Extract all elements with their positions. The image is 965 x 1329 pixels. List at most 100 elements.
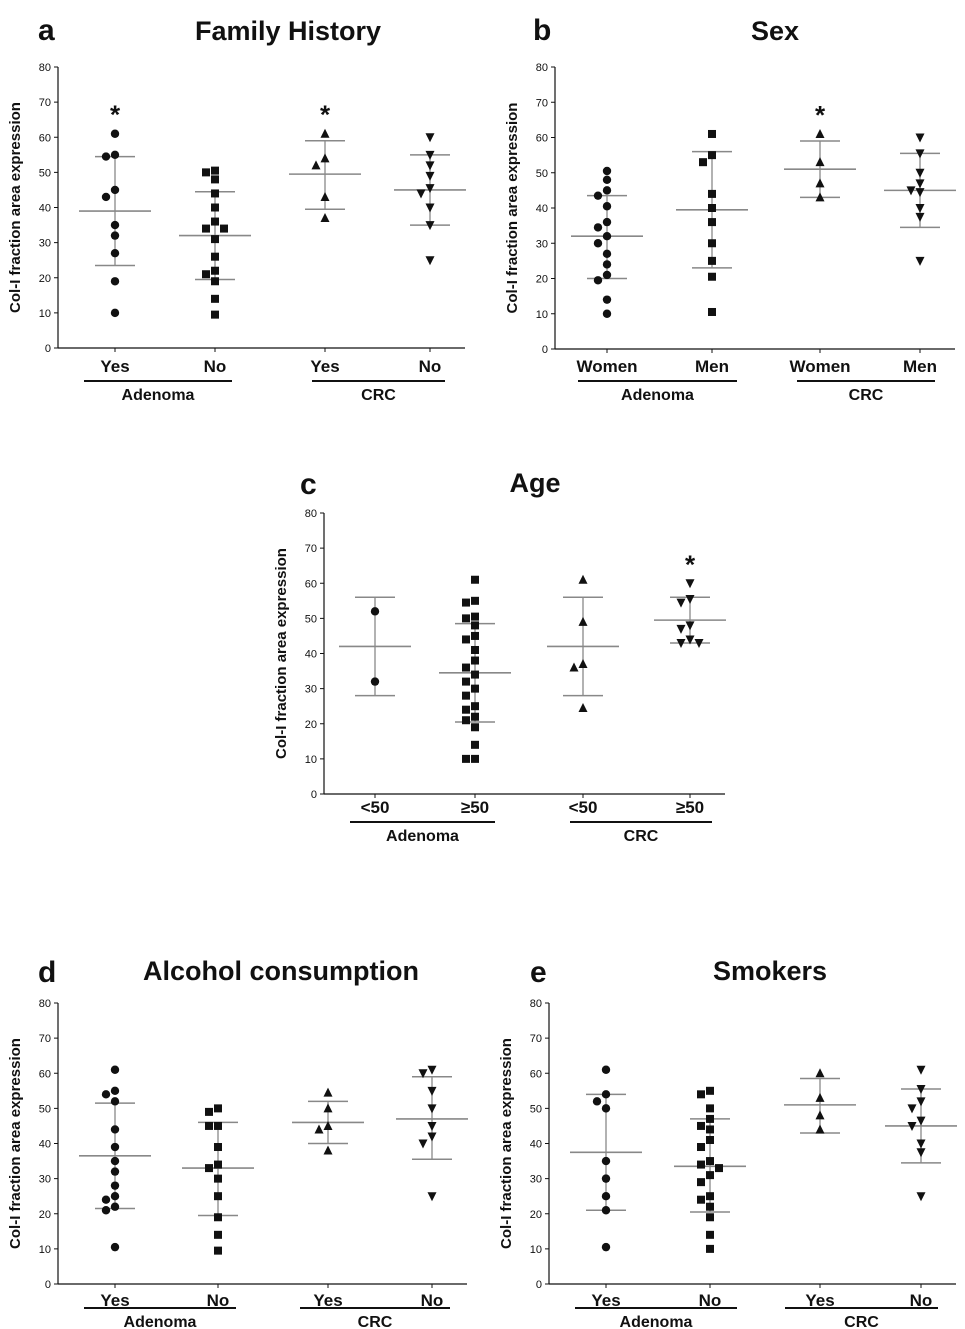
data-point [101, 1206, 111, 1215]
data-point [211, 203, 219, 212]
data-point [915, 133, 925, 143]
x-category-label: Yes [310, 357, 339, 376]
data-point [323, 1145, 333, 1155]
y-tick-label: 80 [39, 62, 51, 74]
y-tick-label: 60 [530, 1068, 542, 1080]
data-point [697, 1195, 705, 1204]
data-point [202, 224, 210, 233]
y-tick-label: 70 [536, 97, 548, 109]
data-point [425, 203, 435, 213]
data-point [471, 702, 479, 711]
x-category-label: Men [903, 357, 937, 376]
data-point [416, 189, 426, 199]
y-axis-label: Col-I fraction area expression [504, 103, 521, 314]
data-point [697, 1160, 705, 1169]
data-point [601, 1206, 611, 1215]
data-point [578, 574, 588, 584]
data-point [471, 754, 479, 763]
series-3: * [289, 100, 361, 223]
data-point [815, 178, 825, 188]
data-point [110, 248, 120, 258]
x-category-label: <50 [569, 798, 598, 817]
panel-title: Age [509, 468, 560, 498]
data-point [205, 1121, 213, 1130]
data-point [214, 1174, 222, 1183]
data-point [578, 616, 588, 626]
data-point [214, 1160, 222, 1169]
data-point [601, 1065, 611, 1074]
data-point [462, 691, 470, 700]
data-point [916, 1097, 926, 1107]
data-point [110, 277, 120, 286]
data-point [685, 635, 695, 645]
data-point [602, 186, 612, 195]
y-tick-label: 50 [530, 1103, 542, 1115]
data-point [916, 1139, 926, 1149]
group-label: CRC [358, 1314, 393, 1329]
data-point [815, 1124, 825, 1134]
panel-c: c Age 0 10 20 30 40 50 60 70 80 Col-I fraction area… [273, 468, 726, 845]
data-point [214, 1104, 222, 1113]
data-point [110, 1142, 120, 1152]
data-point [906, 186, 916, 196]
data-point [110, 1181, 120, 1190]
data-point [311, 160, 321, 170]
data-point [815, 157, 825, 167]
data-point [214, 1192, 222, 1201]
data-point [427, 1121, 437, 1131]
x-category-label: No [204, 357, 227, 376]
y-axis-label: Col-I fraction area expression [7, 1038, 24, 1249]
x-category-label: ≥50 [676, 798, 704, 817]
data-point [815, 192, 825, 202]
data-point [593, 191, 603, 200]
y-tick-label: 50 [536, 168, 548, 180]
data-point [462, 754, 470, 763]
data-point [214, 1246, 222, 1255]
data-point [462, 705, 470, 714]
data-point [907, 1104, 917, 1114]
significance-star: * [815, 100, 826, 130]
data-point [602, 270, 612, 280]
x-category-label: Yes [805, 1291, 834, 1310]
data-point [110, 185, 120, 195]
y-axis-label: Col-I fraction area expression [498, 1038, 515, 1249]
y-tick-label: 20 [536, 274, 548, 286]
data-point [916, 1192, 926, 1202]
series-2 [674, 1086, 746, 1253]
data-point [110, 1167, 120, 1176]
data-point [915, 212, 925, 222]
data-point [706, 1125, 714, 1134]
data-point [815, 1092, 825, 1102]
data-point [101, 1090, 111, 1099]
data-point [211, 166, 219, 175]
data-point [601, 1156, 611, 1166]
series-2 [182, 1104, 254, 1255]
data-point [110, 1097, 120, 1106]
data-point [110, 308, 120, 318]
y-tick-label: 70 [305, 543, 317, 555]
data-point [602, 249, 612, 259]
data-point [211, 310, 219, 319]
data-point [708, 256, 716, 265]
y-tick-label: 20 [530, 1209, 542, 1221]
data-point [706, 1086, 714, 1095]
series-4 [885, 1065, 957, 1202]
data-point [471, 723, 479, 732]
data-point [110, 1156, 120, 1166]
data-point [214, 1143, 222, 1152]
significance-star: * [320, 100, 331, 130]
data-point [685, 621, 695, 631]
y-tick-label: 60 [39, 1068, 51, 1080]
series-3 [292, 1087, 364, 1155]
data-point [101, 192, 111, 202]
panel-a: a Family History 0 10 20 30 40 50 60 70 80 Col-I fr… [7, 14, 466, 404]
y-tick-label: 80 [305, 508, 317, 520]
data-point [685, 579, 695, 589]
data-point [211, 217, 219, 226]
data-point [205, 1164, 213, 1173]
panel-title: Smokers [713, 956, 827, 986]
series-4 [396, 1065, 468, 1202]
y-tick-label: 70 [530, 1033, 542, 1045]
data-point [427, 1065, 437, 1075]
